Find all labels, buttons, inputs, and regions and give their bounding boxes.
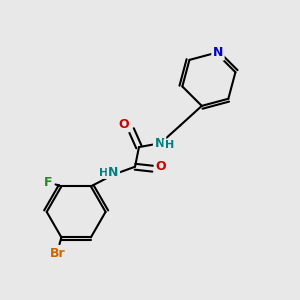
Text: N: N: [154, 137, 165, 150]
Text: N: N: [108, 166, 118, 179]
Text: H: H: [165, 140, 174, 150]
Text: H: H: [99, 168, 108, 178]
Text: Br: Br: [50, 247, 65, 260]
Text: O: O: [155, 160, 166, 173]
Text: F: F: [44, 176, 52, 189]
Text: N: N: [213, 46, 223, 59]
Text: O: O: [118, 118, 129, 131]
